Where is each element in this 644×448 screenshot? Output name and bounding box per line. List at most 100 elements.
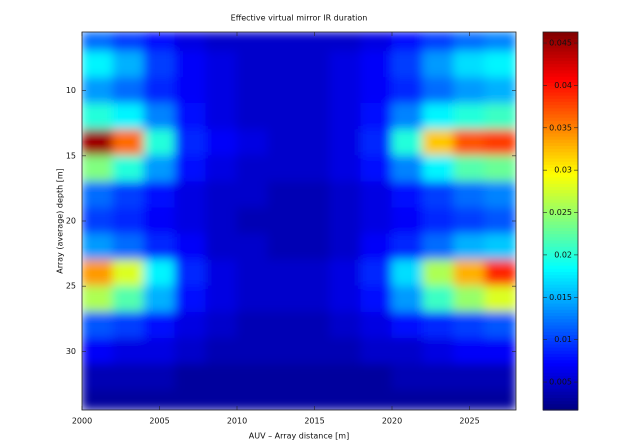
- heatmap-cell: [453, 389, 486, 410]
- heatmap-cell: [391, 389, 424, 410]
- heatmap-cell: [453, 285, 486, 313]
- heatmap-cell: [267, 207, 300, 235]
- colorbar-swatch: [543, 328, 578, 332]
- colorbar-swatch: [543, 312, 578, 317]
- heatmap-cell: [391, 207, 424, 235]
- heatmap-cell: [174, 103, 207, 131]
- heatmap-cell: [391, 77, 424, 105]
- heatmap-cell: [143, 363, 176, 391]
- heatmap-cell: [174, 129, 207, 157]
- colorbar-swatch: [543, 243, 578, 247]
- heatmap-cell: [143, 233, 176, 261]
- heatmap-cell: [422, 337, 455, 365]
- colorbar-swatch: [543, 126, 578, 131]
- heatmap-cell: [143, 285, 176, 313]
- heatmap-cell: [236, 233, 269, 261]
- heatmap-cell: [112, 311, 145, 339]
- colorbar-swatch: [543, 290, 578, 295]
- heatmap-cell: [484, 129, 516, 157]
- heatmap-cell: [174, 389, 207, 410]
- heatmap-cell: [484, 389, 516, 410]
- heatmap-cell: [112, 363, 145, 391]
- heatmap-cell: [360, 389, 393, 410]
- colorbar-swatch: [543, 362, 578, 367]
- colorbar-swatch: [543, 315, 578, 320]
- heatmap-cell: [205, 51, 238, 79]
- heatmap-cell: [82, 311, 114, 339]
- colorbar-swatch: [543, 249, 578, 254]
- heatmap-cell: [112, 207, 145, 235]
- heatmap-cell: [329, 181, 362, 209]
- heatmap-cell: [143, 337, 176, 365]
- heatmap-cell: [205, 103, 238, 131]
- heatmap-cell: [453, 129, 486, 157]
- heatmap-cell: [205, 363, 238, 391]
- heatmap-cell: [422, 181, 455, 209]
- colorbar-swatch: [543, 337, 578, 342]
- colorbar-swatch: [543, 233, 578, 238]
- colorbar-swatch: [543, 252, 578, 257]
- colorbar-tick-label: 0.015: [549, 293, 572, 302]
- colorbar-swatch: [543, 306, 578, 310]
- colorbar-tick-label: 0.03: [554, 166, 572, 175]
- heatmap-cell: [174, 337, 207, 365]
- heatmap-cell: [236, 181, 269, 209]
- heatmap-cell: [329, 207, 362, 235]
- x-tick-label: 2025: [459, 417, 479, 426]
- colorbar-swatch: [543, 170, 578, 175]
- heatmap-cell: [267, 363, 300, 391]
- heatmap-cell: [298, 32, 331, 53]
- heatmap-cell: [174, 32, 207, 53]
- colorbar-frame: [542, 31, 579, 411]
- colorbar-swatch: [543, 180, 578, 184]
- heatmap-cell: [143, 103, 176, 131]
- heatmap-cell: [174, 155, 207, 183]
- colorbar-swatch: [543, 192, 578, 197]
- colorbar-swatch: [543, 287, 578, 291]
- heatmap-cell: [298, 129, 331, 157]
- y-tick-label: 15: [66, 151, 76, 160]
- heatmap-cell: [360, 259, 393, 287]
- colorbar-swatch: [543, 54, 578, 58]
- heatmap-cell: [82, 363, 114, 391]
- colorbar-swatch: [543, 359, 578, 364]
- colorbar-swatch: [543, 164, 578, 169]
- heatmap-cell: [329, 32, 362, 53]
- heatmap-cell: [236, 103, 269, 131]
- heatmap-cell: [391, 155, 424, 183]
- heatmap-cell: [422, 129, 455, 157]
- heatmap-cell: [329, 233, 362, 261]
- colorbar-swatch: [543, 217, 578, 222]
- heatmap-cell: [267, 311, 300, 339]
- colorbar-swatch: [543, 110, 578, 115]
- heatmap-cell: [298, 285, 331, 313]
- colorbar: 0.005 0.01 0.015 0.02 0.025 0.03 0.035 0.04 0.04…: [542, 31, 579, 411]
- colorbar-swatch: [543, 347, 578, 351]
- heatmap-cell: [484, 207, 516, 235]
- heatmap-cell: [205, 207, 238, 235]
- heatmap-cell: [298, 51, 331, 79]
- colorbar-swatch: [543, 50, 578, 55]
- y-axis-label: Array (average) depth [m]: [56, 168, 65, 274]
- heatmap-cell: [267, 103, 300, 131]
- colorbar-swatch: [543, 76, 578, 80]
- heatmap-cell: [360, 51, 393, 79]
- heatmap-cell: [82, 233, 114, 261]
- colorbar-swatch: [543, 176, 578, 181]
- heatmap-cell: [422, 103, 455, 131]
- heatmap-cell: [391, 285, 424, 313]
- heatmap-cell: [112, 32, 145, 53]
- heatmap-cell: [143, 77, 176, 105]
- heatmap-cell: [329, 337, 362, 365]
- colorbar-swatch: [543, 343, 578, 348]
- heatmap-cell: [484, 32, 516, 53]
- heatmap-cell: [174, 51, 207, 79]
- colorbar-swatch: [543, 44, 578, 49]
- colorbar-swatch: [543, 321, 578, 326]
- colorbar-tick-label: 0.04: [554, 81, 572, 90]
- heatmap-cell: [205, 155, 238, 183]
- heatmap-cell: [484, 155, 516, 183]
- colorbar-swatch: [543, 236, 578, 241]
- heatmap-cell: [267, 233, 300, 261]
